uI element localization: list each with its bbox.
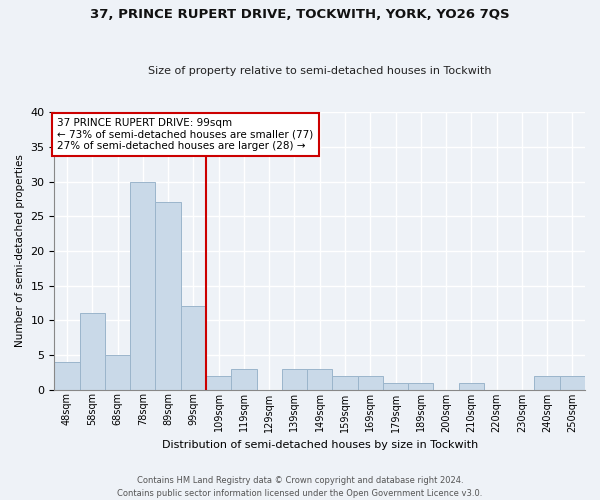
Bar [358, 376, 383, 390]
Bar [105, 355, 130, 390]
Bar [458, 382, 484, 390]
Bar [332, 376, 358, 390]
Bar [282, 368, 307, 390]
Bar [155, 202, 181, 390]
Bar [80, 314, 105, 390]
X-axis label: Distribution of semi-detached houses by size in Tockwith: Distribution of semi-detached houses by … [161, 440, 478, 450]
Text: 37 PRINCE RUPERT DRIVE: 99sqm
← 73% of semi-detached houses are smaller (77)
27%: 37 PRINCE RUPERT DRIVE: 99sqm ← 73% of s… [57, 118, 313, 151]
Title: Size of property relative to semi-detached houses in Tockwith: Size of property relative to semi-detach… [148, 66, 491, 76]
Bar [535, 376, 560, 390]
Text: 37, PRINCE RUPERT DRIVE, TOCKWITH, YORK, YO26 7QS: 37, PRINCE RUPERT DRIVE, TOCKWITH, YORK,… [90, 8, 510, 20]
Bar [408, 382, 433, 390]
Bar [206, 376, 231, 390]
Bar [55, 362, 80, 390]
Y-axis label: Number of semi-detached properties: Number of semi-detached properties [15, 154, 25, 348]
Bar [181, 306, 206, 390]
Text: Contains HM Land Registry data © Crown copyright and database right 2024.
Contai: Contains HM Land Registry data © Crown c… [118, 476, 482, 498]
Bar [130, 182, 155, 390]
Bar [231, 368, 257, 390]
Bar [383, 382, 408, 390]
Bar [307, 368, 332, 390]
Bar [560, 376, 585, 390]
